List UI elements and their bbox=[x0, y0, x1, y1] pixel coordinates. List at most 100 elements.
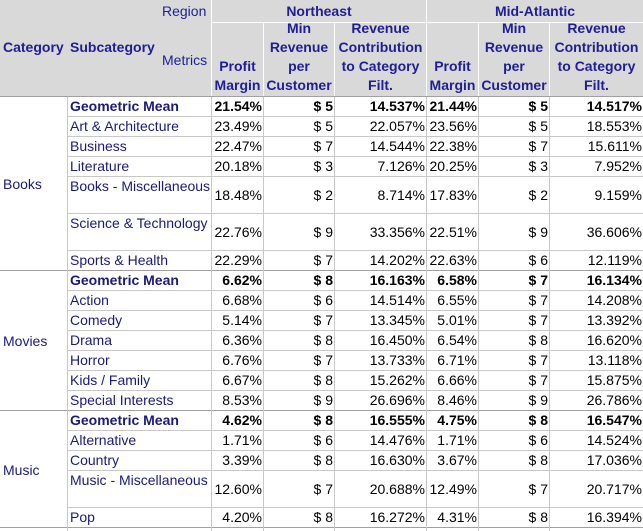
metric-min-revenue-ma[interactable]: Min Revenue per Customer bbox=[481, 20, 547, 93]
value-cell: $ 7 bbox=[313, 138, 333, 154]
value-cell: 26.696% bbox=[369, 392, 425, 408]
group-divider bbox=[0, 410, 643, 411]
row-divider bbox=[68, 350, 643, 351]
value-cell: 6.71% bbox=[437, 352, 477, 368]
metric-revenue-contribution-ne[interactable]: Revenue Contribution to Category Filt. bbox=[338, 20, 423, 93]
value-cell: 14.524% bbox=[586, 432, 642, 448]
value-cell: 4.20% bbox=[222, 509, 262, 525]
value-cell: 3.39% bbox=[222, 452, 262, 468]
value-cell: $ 7 bbox=[528, 272, 548, 288]
category-header: Category bbox=[3, 39, 64, 55]
value-cell: 8.53% bbox=[222, 392, 262, 408]
subcategory-cell[interactable]: Kids / Family bbox=[70, 372, 151, 388]
row-divider bbox=[68, 507, 643, 508]
value-cell: 22.63% bbox=[429, 252, 477, 268]
value-cell: 12.119% bbox=[587, 252, 642, 268]
subcategory-cell[interactable]: Comedy bbox=[70, 312, 123, 328]
metric-min-revenue-ne[interactable]: Min Revenue per Customer bbox=[266, 20, 332, 93]
subcategory-cell[interactable]: Horror bbox=[70, 352, 110, 368]
header-metrics-row bbox=[212, 23, 643, 96]
value-cell: 15.875% bbox=[586, 372, 642, 388]
row-divider bbox=[68, 330, 643, 331]
value-cell: 17.036% bbox=[586, 452, 642, 468]
subcategory-cell[interactable]: Geometric Mean bbox=[70, 272, 179, 288]
value-cell: 3.67% bbox=[437, 452, 477, 468]
value-cell: $ 9 bbox=[313, 392, 333, 408]
value-cell: 22.47% bbox=[214, 138, 262, 154]
region-midatlantic[interactable]: Mid-Atlantic bbox=[494, 3, 576, 19]
row-divider bbox=[68, 176, 643, 177]
subcategory-cell[interactable]: Pop bbox=[70, 509, 95, 525]
value-cell: $ 6 bbox=[528, 432, 548, 448]
value-cell: 7.952% bbox=[594, 158, 642, 174]
row-divider bbox=[68, 136, 643, 137]
value-cell: 14.544% bbox=[369, 138, 425, 154]
value-cell: 5.01% bbox=[437, 312, 477, 328]
value-cell: 14.476% bbox=[369, 432, 425, 448]
group-divider bbox=[0, 270, 643, 271]
category-cell[interactable]: Books bbox=[3, 176, 42, 192]
category-cell[interactable]: Movies bbox=[3, 333, 48, 349]
value-cell: 16.272% bbox=[369, 509, 425, 525]
subcategory-cell[interactable]: Special Interests bbox=[70, 392, 174, 408]
value-cell: 14.208% bbox=[586, 292, 642, 308]
value-cell: 7.126% bbox=[377, 158, 425, 174]
metric-profit-margin-ne[interactable]: Profit Margin bbox=[214, 58, 261, 93]
subcategory-cell[interactable]: Books - Miscellaneous bbox=[70, 178, 211, 194]
metric-revenue-contribution-ma[interactable]: Revenue Contribution to Category Filt. bbox=[554, 20, 639, 93]
column-divider bbox=[478, 97, 479, 531]
subcategory-cell[interactable]: Drama bbox=[70, 332, 113, 348]
category-cell[interactable]: Music bbox=[3, 461, 40, 478]
value-cell: $ 8 bbox=[528, 412, 548, 428]
value-cell: 4.62% bbox=[222, 412, 262, 428]
value-cell: 21.44% bbox=[429, 98, 477, 114]
value-cell: $ 7 bbox=[528, 138, 548, 154]
value-cell: 22.76% bbox=[214, 224, 262, 240]
value-cell: 22.38% bbox=[429, 138, 477, 154]
value-cell: 16.630% bbox=[369, 452, 425, 468]
value-cell: 15.611% bbox=[587, 138, 642, 154]
value-cell: 36.606% bbox=[586, 224, 642, 240]
value-cell: $ 8 bbox=[528, 452, 548, 468]
value-cell: 18.48% bbox=[214, 187, 262, 203]
row-divider bbox=[68, 450, 643, 451]
subcategory-cell[interactable]: Literature bbox=[70, 158, 130, 174]
region-northeast[interactable]: Northeast bbox=[286, 3, 352, 19]
subcategory-cell[interactable]: Business bbox=[70, 138, 127, 154]
metric-profit-margin-ma[interactable]: Profit Margin bbox=[429, 58, 476, 93]
value-cell: 13.345% bbox=[369, 312, 425, 328]
subcategory-cell[interactable]: Geometric Mean bbox=[70, 412, 179, 428]
value-cell: 33.356% bbox=[369, 224, 425, 240]
row-divider bbox=[68, 470, 643, 471]
column-divider bbox=[334, 97, 335, 531]
value-cell: $ 6 bbox=[313, 432, 333, 448]
value-cell: 1.71% bbox=[222, 432, 262, 448]
value-cell: 14.514% bbox=[369, 292, 425, 308]
column-divider bbox=[549, 97, 550, 531]
subcategory-cell[interactable]: Music - Miscellaneous bbox=[70, 472, 208, 488]
subcategory-cell[interactable]: Sports & Health bbox=[70, 252, 169, 268]
value-cell: $ 6 bbox=[528, 252, 548, 268]
subcategory-cell[interactable]: Geometric Mean bbox=[70, 98, 179, 114]
subcategory-cell[interactable]: Science & Technology bbox=[70, 215, 208, 231]
subcategory-cell[interactable]: Action bbox=[70, 292, 109, 308]
subcategory-cell[interactable]: Country bbox=[70, 452, 120, 468]
value-cell: $ 7 bbox=[313, 352, 333, 368]
row-divider bbox=[68, 390, 643, 391]
value-cell: $ 9 bbox=[528, 392, 548, 408]
value-cell: 6.76% bbox=[222, 352, 262, 368]
row-divider bbox=[68, 290, 643, 291]
subcategory-cell[interactable]: Art & Architecture bbox=[70, 118, 179, 134]
value-cell: 14.537% bbox=[369, 98, 425, 114]
metrics-label: Metrics bbox=[162, 52, 208, 68]
value-cell: $ 8 bbox=[313, 332, 333, 348]
row-divider bbox=[68, 250, 643, 251]
value-cell: 6.68% bbox=[222, 292, 262, 308]
subcategory-cell[interactable]: Alternative bbox=[70, 432, 137, 448]
header-bottom-border bbox=[0, 96, 643, 97]
value-cell: 6.58% bbox=[437, 272, 477, 288]
value-cell: 16.163% bbox=[369, 272, 425, 288]
value-cell: 12.60% bbox=[214, 481, 262, 497]
column-divider bbox=[211, 97, 212, 531]
